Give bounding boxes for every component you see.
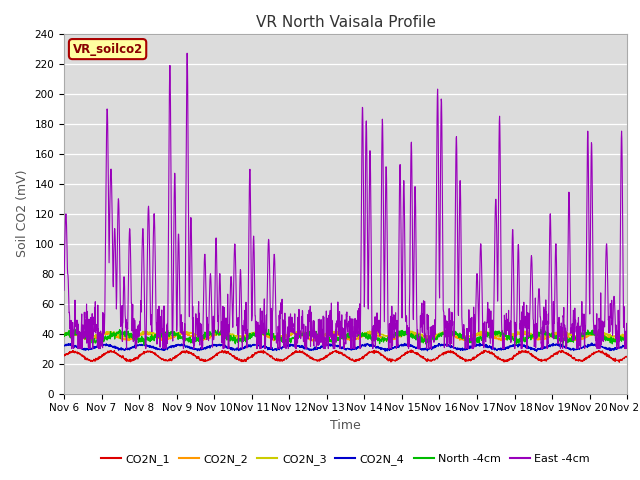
X-axis label: Time: Time xyxy=(330,419,361,432)
Y-axis label: Soil CO2 (mV): Soil CO2 (mV) xyxy=(16,170,29,257)
Title: VR North Vaisala Profile: VR North Vaisala Profile xyxy=(255,15,436,30)
Text: VR_soilco2: VR_soilco2 xyxy=(72,43,143,56)
Legend: CO2N_1, CO2N_2, CO2N_3, CO2N_4, North -4cm, East -4cm: CO2N_1, CO2N_2, CO2N_3, CO2N_4, North -4… xyxy=(97,450,594,469)
